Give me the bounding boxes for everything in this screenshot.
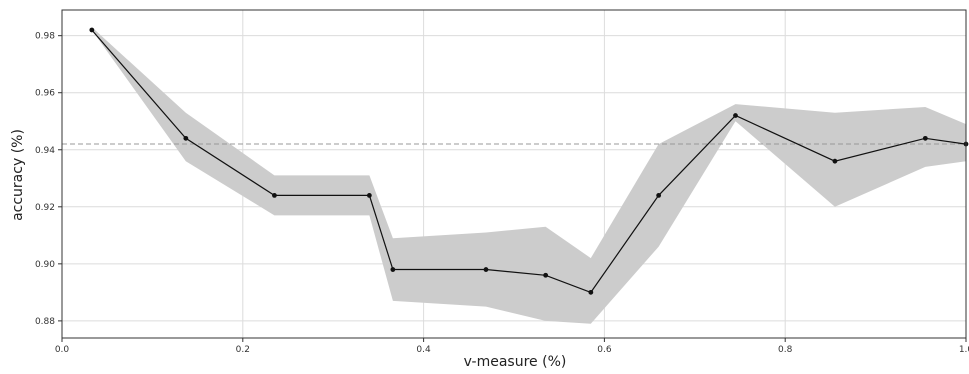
data-point [656,192,662,198]
x-tick-label: 0.6 [597,345,612,355]
y-tick-label: 0.98 [35,32,55,42]
series [89,27,969,295]
data-point [89,27,95,33]
y-tick-label: 0.88 [35,317,55,327]
data-point [183,135,189,141]
data-point [832,158,838,164]
confidence-band-area [91,27,967,324]
data-point [588,289,594,295]
y-tick-label: 0.96 [35,89,55,99]
x-tick-label: 0.2 [236,345,250,355]
data-point [733,113,738,118]
confidence-band [91,27,967,324]
y-axis-label: accuracy (%) [10,129,26,221]
data-point [483,267,489,272]
x-tick-label: 0.0 [55,345,70,355]
data-point [922,135,928,141]
data-point [543,272,549,278]
y-tick-label: 0.94 [35,146,55,156]
y-tick-label: 0.92 [35,203,55,213]
x-tick-label: 1.0 [959,345,969,355]
tick-labels: 0.0 0.2 0.4 0.6 0.8 1.0 0.88 0.90 0.92 0.94 0.96 0.… [35,32,969,355]
plot-border [61,9,967,339]
data-point [366,192,372,198]
plot-frame [61,9,967,339]
data-point [390,267,396,272]
x-axis-label: v-measure (%) [464,354,567,369]
x-tick-label: 0.8 [778,345,793,355]
data-point [272,192,277,198]
y-tick-label: 0.90 [35,260,55,270]
x-tick-label: 0.4 [416,345,431,355]
